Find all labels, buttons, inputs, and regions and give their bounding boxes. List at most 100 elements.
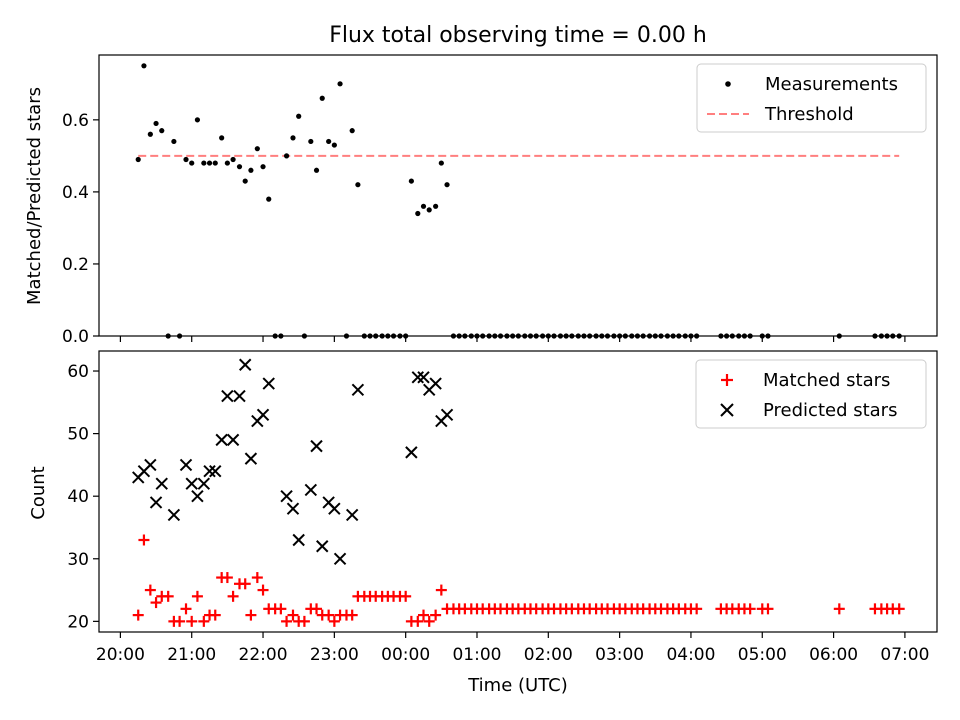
matched-stars-point — [691, 603, 703, 615]
matched-stars-point — [328, 615, 340, 627]
measurement-point — [194, 117, 201, 123]
measurement-point — [248, 167, 254, 173]
matched-stars-point — [191, 590, 203, 602]
matched-stars-point — [186, 615, 198, 627]
y-tick-label: 0.0 — [62, 327, 89, 347]
predicted-stars-point — [440, 408, 454, 422]
top-y-axis-label: Matched/Predicted stars — [24, 87, 45, 305]
matched-stars-point — [346, 609, 358, 621]
measurement-point — [319, 95, 325, 101]
top-plot: 0.0 0.2 0.4 0.6 Matched/Predicted stars Mea… — [24, 54, 938, 347]
legend-matched-marker — [721, 374, 733, 386]
bottom-plot-marks — [132, 358, 905, 627]
matched-stars-point — [221, 572, 233, 584]
x-tick-label: 21:00 — [167, 645, 216, 665]
predicted-stars-point — [179, 458, 193, 472]
predicted-stars-point — [333, 552, 347, 565]
x-tick-label: 06:00 — [809, 645, 858, 665]
matched-stars-point — [323, 609, 335, 621]
matched-stars-point — [209, 609, 221, 621]
x-tick-label: 07:00 — [880, 645, 929, 665]
bottom-legend: Matched stars Predicted stars — [695, 359, 927, 429]
matched-stars-point — [275, 603, 287, 615]
top-plot-marks — [135, 63, 902, 339]
measurement-point — [183, 156, 189, 163]
x-tick-label: 22:00 — [239, 645, 288, 665]
x-tick-label: 03:00 — [595, 645, 644, 665]
x-tick-label: 01:00 — [452, 645, 501, 665]
measurement-point — [159, 128, 165, 134]
predicted-stars-point — [215, 433, 228, 447]
measurement-point — [236, 164, 243, 170]
predicted-stars-point — [310, 439, 323, 453]
measurement-point — [337, 81, 343, 87]
measurement-point — [266, 196, 272, 202]
matched-stars-point — [423, 615, 435, 627]
measurement-point — [212, 160, 218, 166]
measurement-point — [219, 135, 225, 141]
predicted-stars-point — [221, 389, 234, 403]
measurement-point — [147, 131, 153, 137]
predicted-stars-point — [191, 489, 204, 503]
predicted-stars-point — [197, 477, 211, 490]
matched-stars-point — [744, 603, 756, 615]
predicted-stars-point — [405, 446, 418, 459]
x-tick-label: 05:00 — [738, 645, 787, 665]
y-tick-label: 60 — [67, 362, 89, 382]
matched-stars-point — [132, 609, 144, 621]
measurement-point — [420, 203, 427, 209]
predicted-stars-point — [155, 477, 168, 490]
predicted-stars-point — [286, 502, 300, 515]
x-tick-label: 02:00 — [524, 645, 573, 665]
y-tick-label: 50 — [67, 425, 89, 445]
predicted-stars-point — [351, 383, 365, 397]
legend-measurements-marker — [725, 81, 731, 87]
matched-stars-point — [227, 590, 239, 602]
top-y-axis-ticks: 0.0 0.2 0.4 0.6 — [62, 111, 99, 347]
measurement-point — [283, 153, 290, 159]
measurement-point — [224, 160, 230, 166]
legend-threshold-label: Threshold — [764, 104, 854, 125]
bottom-plot-frame — [98, 350, 938, 633]
measurement-point — [433, 203, 439, 209]
measurement-point — [260, 164, 266, 170]
x-axis-label: Time (UTC) — [467, 675, 568, 696]
matched-stars-point — [138, 534, 150, 546]
matched-stars-point — [281, 615, 293, 627]
legend-predicted-marker — [720, 403, 734, 417]
matched-stars-point — [418, 609, 430, 621]
chart-title: Flux total observing time = 0.00 h — [329, 23, 707, 48]
top-plot-frame — [98, 54, 938, 337]
predicted-stars-point — [262, 377, 275, 390]
matched-stars-point — [245, 609, 257, 621]
legend-matched-label: Matched stars — [763, 370, 890, 391]
measurement-point — [171, 138, 177, 145]
matched-stars-point — [287, 609, 299, 621]
matched-stars-point — [144, 584, 156, 596]
x-tick-label: 00:00 — [381, 645, 430, 665]
measurement-point — [254, 146, 260, 152]
predicted-stars-point — [244, 452, 258, 465]
legend-predicted-label: Predicted stars — [763, 400, 897, 421]
measurement-point — [290, 135, 296, 141]
matched-stars-point — [174, 615, 186, 627]
y-tick-label: 40 — [67, 487, 89, 507]
y-tick-label: 0.6 — [62, 111, 89, 131]
matched-stars-point — [162, 590, 174, 602]
measurement-point — [331, 142, 337, 148]
x-tick-label: 23:00 — [310, 645, 359, 665]
x-tick-label: 20:00 — [96, 645, 145, 665]
y-tick-label: 0.2 — [62, 255, 89, 275]
predicted-stars-point — [256, 408, 270, 422]
bottom-y-axis-label: Count — [28, 466, 49, 519]
predicted-stars-point — [316, 540, 329, 553]
predicted-stars-point — [238, 358, 252, 371]
measurement-point — [426, 207, 432, 213]
legend-measurements-label: Measurements — [765, 74, 898, 95]
predicted-stars-point — [167, 508, 181, 522]
x-tick-label: 04:00 — [666, 645, 715, 665]
predicted-stars-point — [209, 464, 222, 478]
measurement-point — [326, 138, 332, 145]
matched-stars-point — [430, 609, 442, 621]
